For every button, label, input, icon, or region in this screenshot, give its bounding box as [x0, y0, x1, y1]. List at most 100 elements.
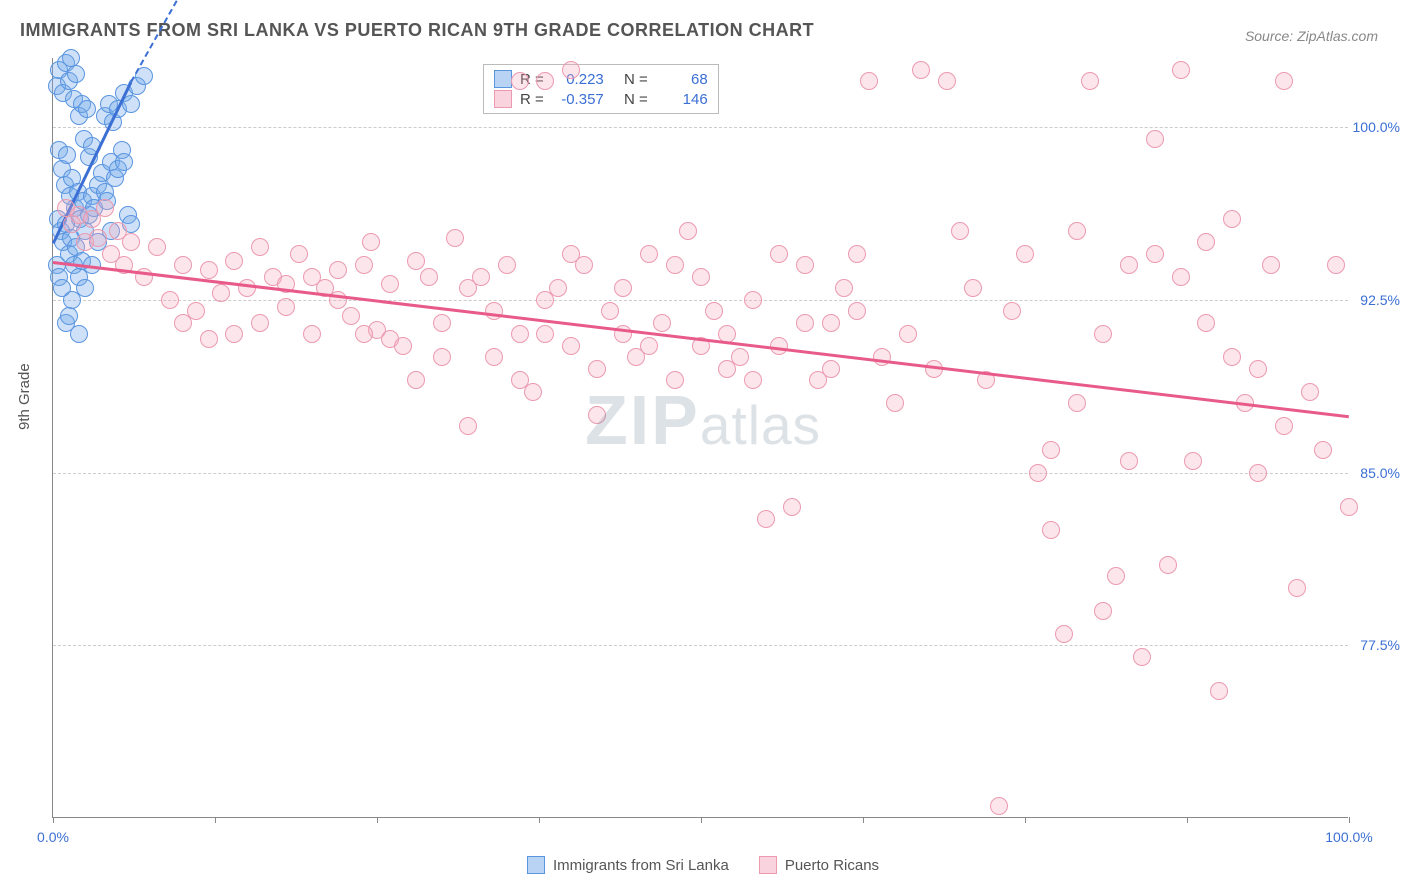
scatter-point: [1327, 256, 1345, 274]
scatter-point: [161, 291, 179, 309]
info-row-pink: R = -0.357 N = 146: [494, 89, 708, 109]
pink-swatch-icon: [759, 856, 777, 874]
scatter-point: [1003, 302, 1021, 320]
scatter-point: [407, 252, 425, 270]
scatter-point: [562, 337, 580, 355]
scatter-point: [1094, 325, 1112, 343]
scatter-point: [407, 371, 425, 389]
scatter-point: [1094, 602, 1112, 620]
scatter-plot-area: R = 0.223 N = 68 R = -0.357 N = 146 77.5…: [52, 58, 1348, 818]
scatter-point: [1275, 417, 1293, 435]
scatter-point: [640, 337, 658, 355]
scatter-point: [329, 261, 347, 279]
scatter-point: [303, 268, 321, 286]
scatter-point: [1068, 222, 1086, 240]
n-label: N =: [624, 71, 648, 88]
scatter-point: [588, 360, 606, 378]
scatter-point: [1146, 130, 1164, 148]
xtick-label: 100.0%: [1325, 829, 1372, 845]
scatter-point: [912, 61, 930, 79]
scatter-point: [200, 330, 218, 348]
scatter-point: [938, 72, 956, 90]
xtick: [377, 817, 378, 823]
scatter-point: [200, 261, 218, 279]
scatter-point: [692, 268, 710, 286]
scatter-point: [96, 199, 114, 217]
xtick: [1187, 817, 1188, 823]
scatter-point: [1055, 625, 1073, 643]
scatter-point: [251, 314, 269, 332]
scatter-point: [822, 314, 840, 332]
scatter-point: [63, 291, 81, 309]
ytick-label: 100.0%: [1352, 119, 1400, 135]
scatter-point: [1016, 245, 1034, 263]
scatter-point: [536, 325, 554, 343]
scatter-point: [1210, 682, 1228, 700]
scatter-point: [238, 279, 256, 297]
gridline: [53, 300, 1348, 301]
scatter-point: [1146, 245, 1164, 263]
scatter-point: [1042, 441, 1060, 459]
scatter-point: [1107, 567, 1125, 585]
scatter-point: [1197, 314, 1215, 332]
r-label: R =: [520, 91, 544, 108]
scatter-point: [485, 348, 503, 366]
gridline: [53, 645, 1348, 646]
legend-item-blue: Immigrants from Sri Lanka: [527, 856, 729, 874]
scatter-point: [1172, 268, 1190, 286]
scatter-point: [1314, 441, 1332, 459]
scatter-point: [174, 256, 192, 274]
scatter-point: [1029, 464, 1047, 482]
legend-label-blue: Immigrants from Sri Lanka: [553, 857, 729, 874]
scatter-point: [731, 348, 749, 366]
scatter-point: [964, 279, 982, 297]
scatter-point: [1120, 256, 1138, 274]
scatter-point: [381, 330, 399, 348]
xtick: [215, 817, 216, 823]
scatter-point: [355, 256, 373, 274]
scatter-point: [536, 291, 554, 309]
scatter-point: [899, 325, 917, 343]
n-value-pink: 146: [656, 91, 708, 108]
scatter-point: [1288, 579, 1306, 597]
blue-swatch-icon: [494, 70, 512, 88]
xtick: [53, 817, 54, 823]
n-value-blue: 68: [656, 71, 708, 88]
scatter-point: [1159, 556, 1177, 574]
n-label: N =: [624, 91, 648, 108]
scatter-point: [536, 72, 554, 90]
ytick-label: 92.5%: [1352, 292, 1400, 308]
scatter-point: [1275, 72, 1293, 90]
scatter-point: [1068, 394, 1086, 412]
scatter-point: [524, 383, 542, 401]
scatter-point: [67, 65, 85, 83]
scatter-point: [873, 348, 891, 366]
scatter-point: [679, 222, 697, 240]
gridline: [53, 127, 1348, 128]
scatter-point: [511, 325, 529, 343]
scatter-point: [362, 233, 380, 251]
scatter-point: [783, 498, 801, 516]
scatter-point: [446, 229, 464, 247]
scatter-point: [115, 153, 133, 171]
scatter-point: [459, 279, 477, 297]
scatter-point: [588, 406, 606, 424]
scatter-point: [70, 325, 88, 343]
scatter-point: [485, 302, 503, 320]
scatter-point: [666, 371, 684, 389]
scatter-point: [796, 256, 814, 274]
xtick: [539, 817, 540, 823]
scatter-point: [848, 302, 866, 320]
scatter-point: [860, 72, 878, 90]
scatter-point: [951, 222, 969, 240]
legend-item-pink: Puerto Ricans: [759, 856, 879, 874]
xtick: [1349, 817, 1350, 823]
scatter-point: [433, 348, 451, 366]
scatter-point: [796, 314, 814, 332]
xtick: [863, 817, 864, 823]
bottom-legend: Immigrants from Sri Lanka Puerto Ricans: [0, 856, 1406, 874]
pink-swatch-icon: [494, 90, 512, 108]
scatter-point: [770, 245, 788, 263]
scatter-point: [1301, 383, 1319, 401]
scatter-point: [744, 291, 762, 309]
